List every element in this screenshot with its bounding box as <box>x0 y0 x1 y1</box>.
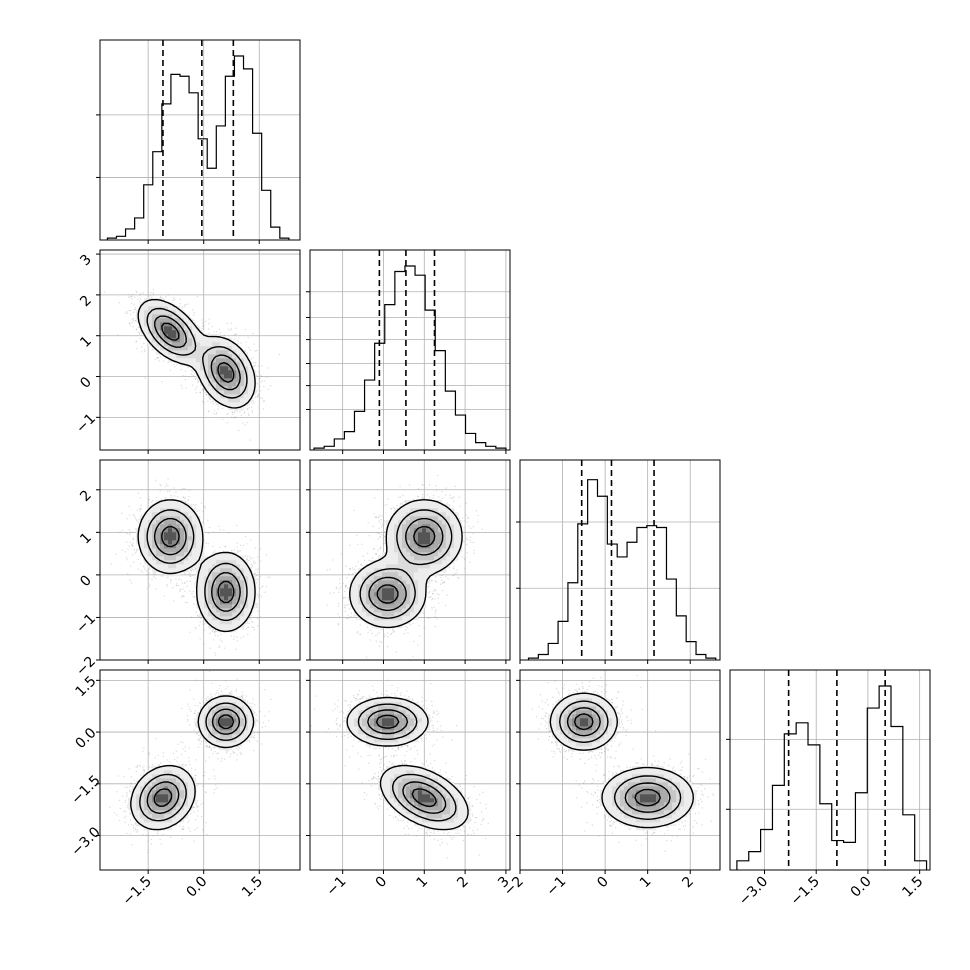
x-tick-label: −1.5 <box>788 874 823 909</box>
x-tick-label: 2 <box>679 874 697 892</box>
x-tick-label: 0.0 <box>848 874 875 901</box>
marginal-panel-2 <box>516 459 721 664</box>
y-tick-label: 2 <box>77 487 95 505</box>
x-tick-label: −1 <box>543 874 569 900</box>
y-tick-label: −3.0 <box>68 824 103 859</box>
joint-plot-area <box>310 670 510 870</box>
density-fill <box>346 698 471 831</box>
contour-line <box>153 517 241 612</box>
panel-frame <box>309 459 511 661</box>
contour-line <box>161 322 235 383</box>
marginal-panel-1 <box>306 249 511 454</box>
histogram-step <box>527 479 717 660</box>
y-tick-label: −1.5 <box>68 772 103 807</box>
contour-line <box>161 526 235 604</box>
y-tick-label: 1.5 <box>73 673 100 700</box>
y-tick-label: 0.0 <box>73 725 100 752</box>
contour-line <box>130 695 255 831</box>
density-fill <box>136 298 257 411</box>
x-tick-label: 0 <box>594 874 612 892</box>
contour-line <box>368 517 444 611</box>
contour-line <box>357 703 457 822</box>
joint-panel-1-2 <box>306 459 511 664</box>
y-tick-label: 2 <box>77 292 95 310</box>
y-tick-label: 3 <box>77 252 95 270</box>
scatter-points <box>531 674 715 852</box>
histogram-step <box>736 685 928 870</box>
contour-line <box>146 509 248 621</box>
x-tick-label: −3.0 <box>736 874 771 909</box>
x-tick-label: 1 <box>637 874 655 892</box>
panel-frame <box>519 459 721 661</box>
contour-line <box>349 499 463 629</box>
contour-line <box>146 307 248 399</box>
panel-frame <box>99 459 301 661</box>
panel-frame <box>99 669 301 871</box>
y-tick-label: −1 <box>73 411 99 437</box>
joint-panel-2-3: −2 −1 0 1 2 <box>501 669 721 900</box>
x-tick-label: 0.0 <box>183 874 210 901</box>
joint-panel-0-1: −1 0 1 2 3 <box>73 249 301 454</box>
scatter-points <box>109 670 272 854</box>
contour-line <box>137 499 256 633</box>
histogram-step <box>313 265 507 450</box>
contour-line <box>346 696 469 831</box>
contour-line <box>139 702 247 822</box>
contour-line <box>153 714 235 807</box>
histogram-step <box>106 55 290 240</box>
joint-plot-area <box>100 460 300 660</box>
x-tick-label: −1.5 <box>120 874 155 909</box>
contour-line <box>146 708 241 814</box>
panel-frame <box>309 669 511 871</box>
y-tick-label: 0 <box>77 374 95 392</box>
panel-frame <box>519 669 721 871</box>
x-tick-label: 2 <box>454 874 472 892</box>
x-tick-label: 0 <box>373 874 391 892</box>
contour-line <box>559 700 682 820</box>
contour-line <box>137 298 256 409</box>
joint-panel-1-3: −1 0 1 2 3 <box>306 669 513 900</box>
joint-panel-0-3: −1.5 0.0 1.5 −3.0 −1.5 0.0 1.5 <box>68 669 301 909</box>
panel-frame <box>729 669 931 871</box>
x-tick-label: 1.5 <box>239 874 266 901</box>
x-tick-label: −1 <box>324 874 350 900</box>
contour-line <box>367 709 447 814</box>
marginal-panel-3: −3.0 −1.5 0.0 1.5 <box>726 669 931 909</box>
y-tick-label: 0 <box>77 572 95 590</box>
y-tick-label: 1 <box>77 333 95 351</box>
marginal-panel-0 <box>96 39 301 244</box>
y-tick-label: −1 <box>73 611 99 637</box>
contour-line <box>566 707 671 813</box>
y-tick-label: 1 <box>77 530 95 548</box>
contour-line <box>376 526 436 604</box>
contour-line <box>574 713 661 807</box>
joint-plot-area <box>520 670 720 870</box>
joint-plot-area <box>310 460 510 660</box>
contour-line <box>375 714 437 808</box>
panel-frame <box>309 249 511 451</box>
contour-line <box>359 509 453 619</box>
x-tick-label: 1.5 <box>899 874 926 901</box>
panel-frame <box>99 39 301 241</box>
joint-plot-area <box>100 670 300 870</box>
x-tick-label: 1 <box>413 874 431 892</box>
panel-frame <box>99 249 301 451</box>
contour-line <box>549 692 694 829</box>
contour-line <box>154 315 241 391</box>
joint-plot-area <box>100 250 300 450</box>
